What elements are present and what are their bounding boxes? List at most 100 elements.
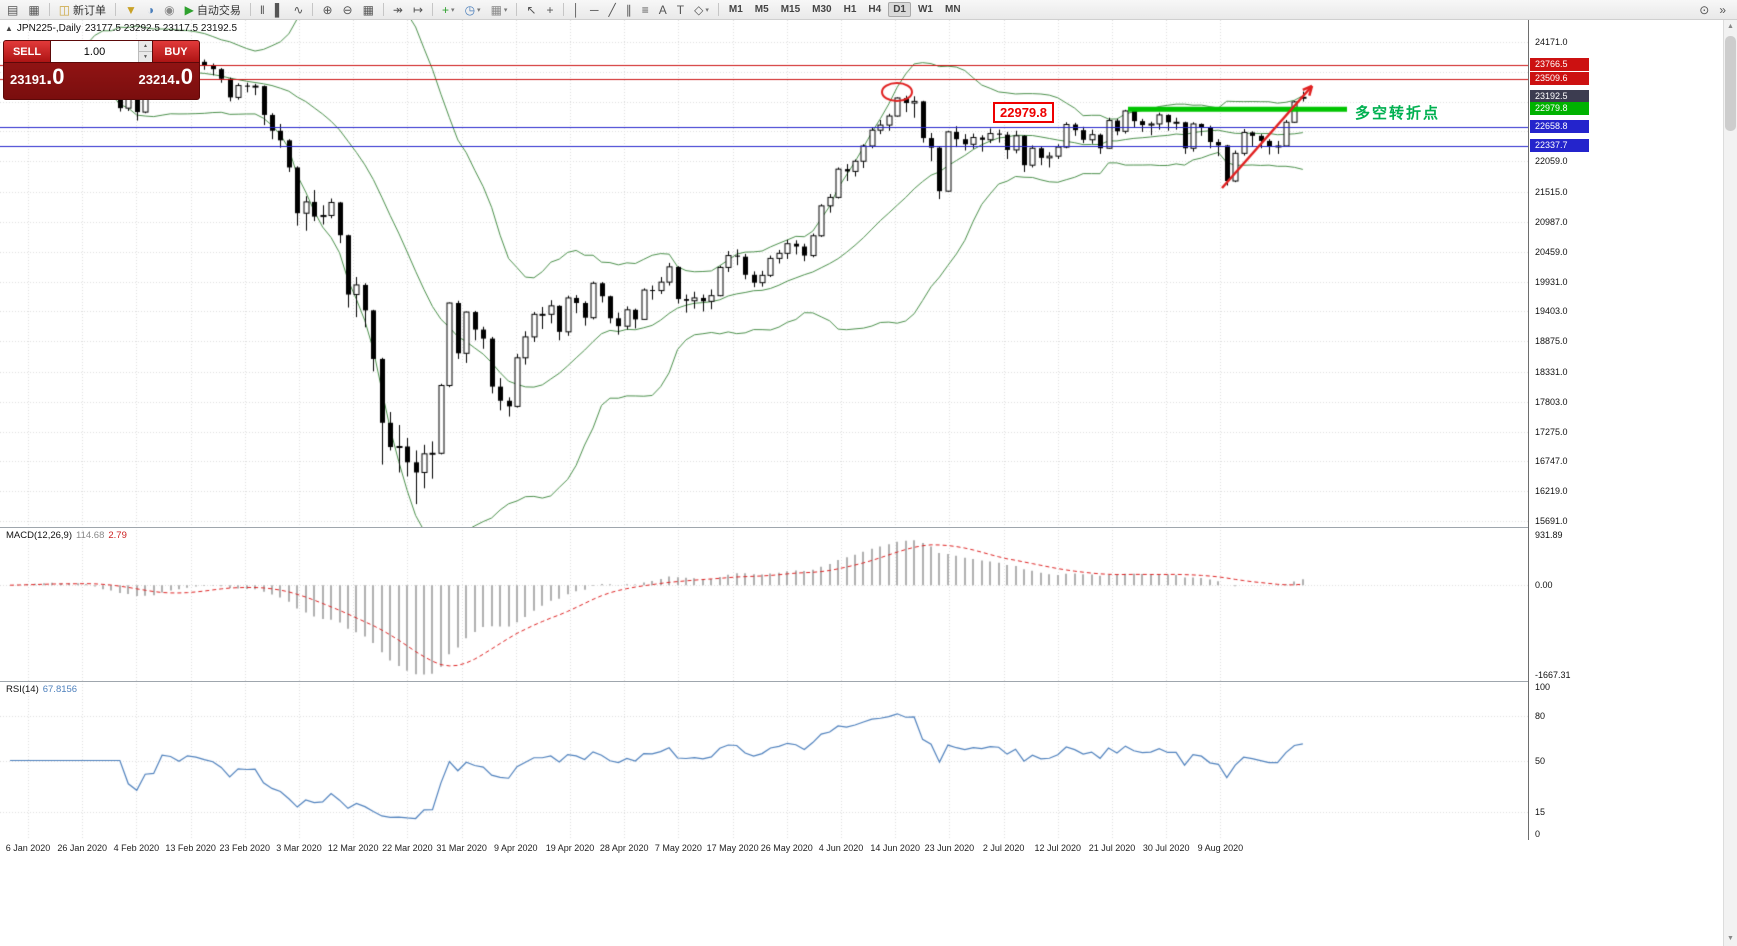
timeframe-m5[interactable]: M5 xyxy=(754,4,769,15)
one-click-trade-panel: SELL 1.00 ▲ ▼ BUY 23191 .0 23214 .0 xyxy=(3,40,200,100)
rsi-scale-label: 80 xyxy=(1535,711,1546,722)
sell-price-frac: .0 xyxy=(46,64,65,89)
periods-icon[interactable]: ◷ ▾ xyxy=(461,0,485,19)
horizontal-line-icon[interactable]: ─ xyxy=(586,0,603,19)
buy-button[interactable]: BUY xyxy=(153,41,199,62)
time-axis-label: 31 Mar 2020 xyxy=(436,843,487,853)
indicators-icon[interactable]: + ▾ xyxy=(438,0,459,19)
shapes-icon: ◇ xyxy=(694,2,704,17)
macd-scale-max: 931.89 xyxy=(1535,530,1563,540)
price-scale-label: 16219.0 xyxy=(1535,486,1568,497)
volume-down-button[interactable]: ▼ xyxy=(139,52,152,62)
macd-pane-separator[interactable] xyxy=(0,527,1590,528)
trendline-icon[interactable]: ╱ xyxy=(605,0,620,19)
filter-icon[interactable]: ▼ xyxy=(121,0,141,19)
new-order-button[interactable]: ◫ 新订单 xyxy=(55,0,110,19)
rsi-pane-separator[interactable] xyxy=(0,681,1590,682)
text-icon[interactable]: A xyxy=(655,0,671,19)
new-order-button: ◫ xyxy=(58,2,71,17)
buy-price-main: 23214 xyxy=(138,72,175,87)
time-axis-label: 30 Jul 2020 xyxy=(1142,843,1190,853)
pivot-price-tag: 22979.8 xyxy=(1530,102,1589,116)
alerts-icon[interactable]: ◉ xyxy=(160,0,178,19)
label-icon[interactable]: T xyxy=(673,0,688,19)
time-axis-label: 21 Jul 2020 xyxy=(1088,843,1136,853)
zoom-in-icon[interactable]: ⊕ xyxy=(318,0,336,19)
autoscroll-icon[interactable]: ↠ xyxy=(389,0,407,19)
zoom-out-icon[interactable]: ⊖ xyxy=(339,0,357,19)
crosshair-icon[interactable]: + xyxy=(542,0,557,19)
timeframe-m30[interactable]: M30 xyxy=(812,4,832,15)
price-scale[interactable]: 24171.0 22059.0 21515.0 20987.0 20459.0 19931… xyxy=(1528,20,1590,840)
fibonacci-icon[interactable]: ≡ xyxy=(638,0,653,19)
templates-icon[interactable]: ▦ ▾ xyxy=(487,0,512,19)
rsi-indicator-canvas[interactable] xyxy=(0,681,1528,840)
profiles-icon[interactable]: ▦ xyxy=(24,0,43,19)
price-scale-label: 20459.0 xyxy=(1535,246,1568,257)
search-icon[interactable]: ⊙ xyxy=(1695,0,1713,19)
shapes-icon[interactable]: ◇ ▾ xyxy=(690,0,713,19)
toolbar-separator xyxy=(717,3,719,16)
volume-up-button[interactable]: ▲ xyxy=(139,41,152,52)
last-price-tag: 23192.5 xyxy=(1530,90,1589,104)
trade-panel-prices: 23191 .0 23214 .0 xyxy=(4,63,199,88)
vertical-scrollbar[interactable]: ▲ ▼ xyxy=(1723,20,1737,946)
volume-spinner: ▲ ▼ xyxy=(138,41,152,62)
trendline-icon: ╱ xyxy=(608,2,616,17)
market-depth-icon[interactable]: ◑ xyxy=(143,0,158,19)
timeframe-h4[interactable]: H4 xyxy=(868,4,882,15)
resistance-price-tag-2: 23509.6 xyxy=(1530,72,1589,86)
bar-chart-icon[interactable]: ‖ xyxy=(256,0,269,19)
scrollbar-down-arrow-icon[interactable]: ▼ xyxy=(1727,935,1734,942)
caret-down-icon: ▾ xyxy=(477,6,481,14)
candlestick-chart-icon[interactable]: ▌ xyxy=(271,0,288,19)
macd-indicator-canvas[interactable] xyxy=(0,527,1528,681)
rsi-scale-label: 50 xyxy=(1535,755,1546,766)
pivot-note-text: 多空转折点 xyxy=(1355,105,1441,122)
support-price-tag-2: 22337.7 xyxy=(1530,138,1589,152)
new-order-button-label: 新订单 xyxy=(73,4,107,17)
scrollbar-up-arrow-icon[interactable]: ▲ xyxy=(1727,23,1734,30)
price-callout-label: 22979.8 xyxy=(993,102,1054,123)
timeframe-d1[interactable]: D1 xyxy=(888,2,911,17)
time-axis-label: 12 Jul 2020 xyxy=(1034,843,1082,853)
charts-window-icon[interactable]: ▤ xyxy=(3,0,22,19)
time-axis-label: 7 May 2020 xyxy=(654,843,702,853)
timeframe-w1[interactable]: W1 xyxy=(917,4,933,15)
timeframe-m1[interactable]: M1 xyxy=(728,4,743,15)
time-axis-label: 4 Jun 2020 xyxy=(818,843,864,853)
tile-windows-icon[interactable]: ▦ xyxy=(359,0,378,19)
macd-scale-zero: 0.00 xyxy=(1535,580,1553,591)
fibonacci-icon: ≡ xyxy=(641,2,649,17)
autotrading-button[interactable]: ▶ 自动交易 xyxy=(181,0,245,19)
macd-value-main: 114.68 xyxy=(76,530,105,541)
timeframe-m15[interactable]: M15 xyxy=(780,4,801,15)
cursor-icon[interactable]: ↖ xyxy=(522,0,540,19)
more-tools-icon[interactable]: » xyxy=(1715,0,1730,19)
sell-button[interactable]: SELL xyxy=(4,41,50,62)
price-scale-label: 18331.0 xyxy=(1535,366,1568,377)
candlestick-chart-icon: ▌ xyxy=(274,2,284,17)
timeframe-h1[interactable]: H1 xyxy=(843,4,857,15)
channel-icon[interactable]: ∥ xyxy=(622,0,636,19)
crosshair-icon: + xyxy=(546,2,554,17)
text-icon: A xyxy=(658,2,667,17)
time-axis-label: 14 Jun 2020 xyxy=(870,843,920,853)
toolbar-separator xyxy=(562,3,564,16)
sell-price-main: 23191 xyxy=(10,72,47,87)
timeframe-mn[interactable]: MN xyxy=(944,4,961,15)
buy-price: 23214 .0 xyxy=(138,66,193,88)
time-axis[interactable]: 6 Jan 2020 26 Jan 2020 4 Feb 2020 13 Feb 20… xyxy=(0,840,1590,856)
price-chart-canvas[interactable] xyxy=(0,20,1528,527)
macd-label: MACD(12,26,9) 114.68 2.79 xyxy=(6,530,127,541)
time-axis-label: 23 Jun 2020 xyxy=(924,843,975,853)
price-scale-label: 17275.0 xyxy=(1535,426,1568,437)
chart-shift-icon[interactable]: ↦ xyxy=(409,0,427,19)
line-chart-icon[interactable]: ∿ xyxy=(289,0,307,19)
volume-input[interactable]: 1.00 xyxy=(83,45,106,58)
vertical-line-icon[interactable]: │ xyxy=(569,0,585,19)
rsi-name: RSI(14) xyxy=(6,684,39,695)
autotrading-button-label: 自动交易 xyxy=(196,4,241,17)
scrollbar-thumb[interactable] xyxy=(1725,36,1736,131)
one-click-panel-toggle[interactable]: ▲ xyxy=(5,24,13,33)
